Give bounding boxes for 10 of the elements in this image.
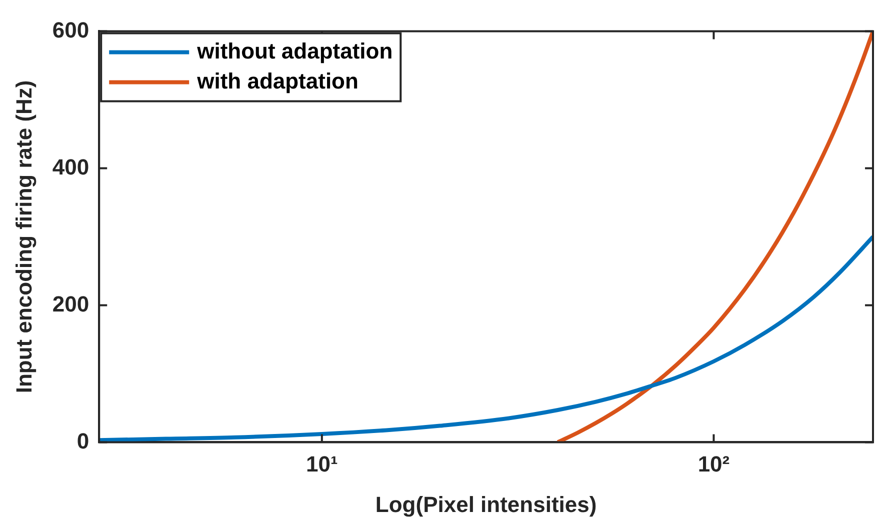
y-tick-label: 200 [52, 291, 90, 316]
y-tick-label: 400 [52, 154, 90, 180]
legend-label: with adaptation [196, 68, 358, 94]
legend-label: without adaptation [196, 38, 393, 64]
x-tick-label: 10¹ [306, 451, 338, 476]
y-tick-label: 0 [76, 428, 90, 454]
y-tick-label: 600 [52, 17, 90, 42]
x-axis-title: Log(Pixel intensities) [375, 492, 597, 517]
y-axis-title: Input encoding firing rate (Hz) [11, 80, 36, 394]
x-tick-label: 10² [698, 451, 730, 476]
